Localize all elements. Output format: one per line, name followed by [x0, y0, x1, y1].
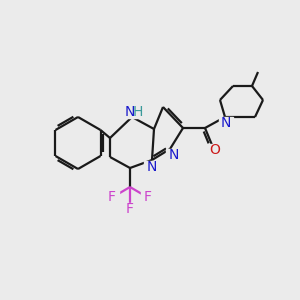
Bar	[123, 106, 143, 118]
Bar	[208, 144, 222, 156]
Bar	[123, 203, 137, 215]
Text: O: O	[210, 143, 220, 157]
Text: N: N	[221, 116, 231, 130]
Bar	[166, 149, 182, 161]
Text: F: F	[144, 190, 152, 204]
Text: N: N	[147, 160, 157, 174]
Text: H: H	[133, 105, 143, 119]
Text: F: F	[108, 190, 116, 204]
Bar	[105, 191, 119, 203]
Text: N: N	[169, 148, 179, 162]
Bar	[141, 191, 155, 203]
Bar	[144, 161, 160, 173]
Bar	[219, 117, 233, 129]
Text: F: F	[126, 202, 134, 216]
Text: N: N	[125, 105, 135, 119]
